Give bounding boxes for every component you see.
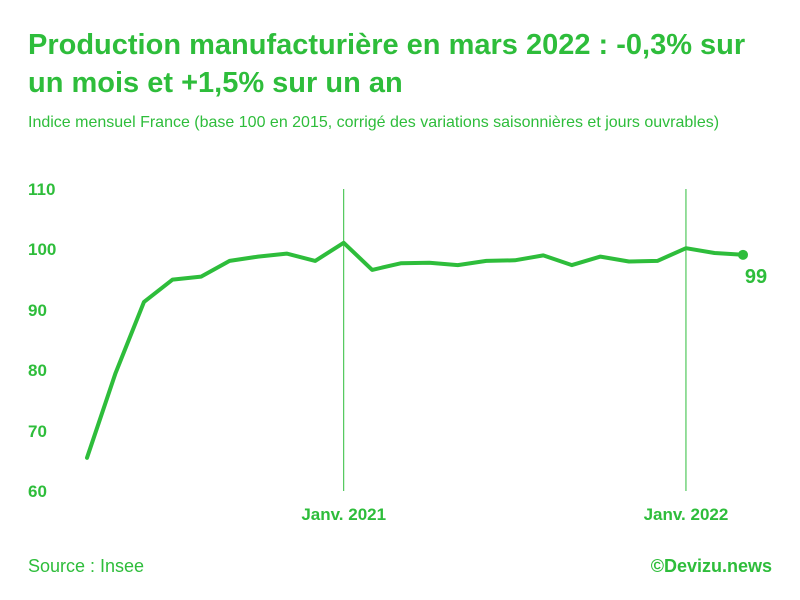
y-tick-labels: 110 100 90 80 70 60: [28, 180, 56, 501]
credit-link[interactable]: ©Devizu.news: [650, 556, 772, 576]
last-value-label: 99: [745, 266, 767, 288]
y-tick-label: 110: [28, 180, 55, 199]
x-tick-label: Janv. 2022: [644, 505, 729, 524]
y-tick-label: 100: [28, 240, 56, 259]
x-tick-label: Janv. 2021: [301, 505, 386, 524]
year-marker-lines: [343, 189, 687, 491]
last-point-marker: [738, 249, 748, 260]
y-tick-label: 80: [28, 361, 47, 380]
chart-subtitle: Indice mensuel France (base 100 en 2015,…: [28, 114, 720, 131]
y-tick-label: 60: [28, 482, 47, 501]
y-tick-label: 90: [28, 301, 47, 320]
series-line: [85, 240, 745, 460]
y-tick-label: 70: [28, 422, 47, 441]
source-note: Source : Insee: [28, 556, 145, 576]
x-tick-labels: Janv. 2021 Janv. 2022: [301, 505, 728, 524]
chart-title: Production manufacturière en mars 2022 :…: [28, 29, 746, 99]
